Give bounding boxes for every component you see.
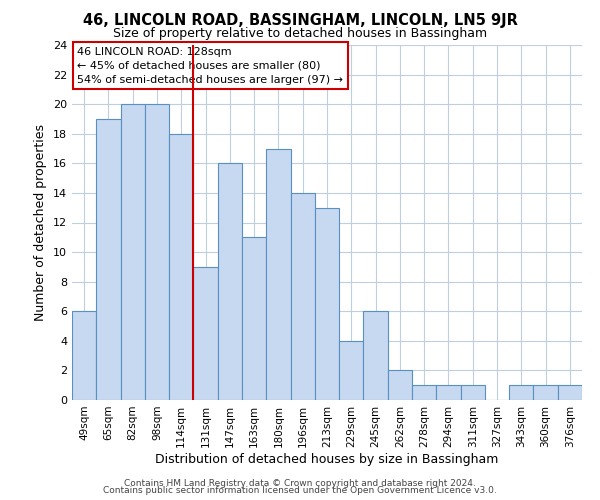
Bar	[145, 104, 169, 400]
Bar	[218, 164, 242, 400]
Bar	[193, 267, 218, 400]
Bar	[509, 385, 533, 400]
Bar	[461, 385, 485, 400]
Y-axis label: Number of detached properties: Number of detached properties	[34, 124, 47, 321]
Bar	[436, 385, 461, 400]
Bar	[533, 385, 558, 400]
Bar	[266, 148, 290, 400]
Bar	[388, 370, 412, 400]
Text: Contains HM Land Registry data © Crown copyright and database right 2024.: Contains HM Land Registry data © Crown c…	[124, 478, 476, 488]
Bar	[412, 385, 436, 400]
Bar	[72, 311, 96, 400]
Bar	[169, 134, 193, 400]
Bar	[558, 385, 582, 400]
Bar	[242, 238, 266, 400]
Bar	[315, 208, 339, 400]
Text: 46, LINCOLN ROAD, BASSINGHAM, LINCOLN, LN5 9JR: 46, LINCOLN ROAD, BASSINGHAM, LINCOLN, L…	[83, 12, 517, 28]
Bar	[290, 193, 315, 400]
Text: 46 LINCOLN ROAD: 128sqm
← 45% of detached houses are smaller (80)
54% of semi-de: 46 LINCOLN ROAD: 128sqm ← 45% of detache…	[77, 47, 343, 85]
X-axis label: Distribution of detached houses by size in Bassingham: Distribution of detached houses by size …	[155, 452, 499, 466]
Text: Contains public sector information licensed under the Open Government Licence v3: Contains public sector information licen…	[103, 486, 497, 495]
Text: Size of property relative to detached houses in Bassingham: Size of property relative to detached ho…	[113, 28, 487, 40]
Bar	[96, 119, 121, 400]
Bar	[339, 341, 364, 400]
Bar	[121, 104, 145, 400]
Bar	[364, 311, 388, 400]
